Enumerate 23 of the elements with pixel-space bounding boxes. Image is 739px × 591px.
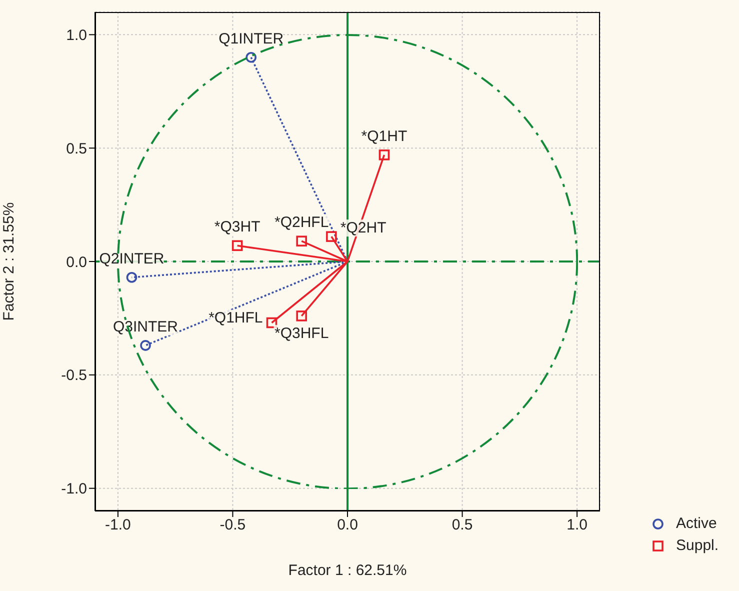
annotation: Q2INTER [99,250,164,268]
annotation: *Q2HT [340,220,386,237]
legend-label: Suppl. [676,536,719,556]
annotation: *Q3HFL [274,324,329,342]
y-tick-label: 0.0 [66,254,87,271]
x-tick-label: -0.5 [220,516,246,534]
y-axis-title: Factor 2 : 31.55% [0,202,18,321]
x-tick-label: -1.0 [105,516,131,534]
x-tick-label: 0.5 [452,516,473,534]
y-tick-label: 1.0 [66,27,87,44]
y-tick-label: -0.5 [61,367,87,384]
annotation: *Q2HFL [274,214,329,232]
annotation: Q1INTER [218,30,284,48]
x-tick-label: 0.0 [337,516,358,534]
annotation: *Q1HFL [208,310,263,327]
annotation: *Q1HT [361,128,408,145]
x-axis-title: Factor 1 : 62.51% [288,562,407,579]
annotation: *Q3HT [214,218,260,236]
legend-label: Active [676,514,717,534]
annotation: Q3INTER [112,318,178,336]
x-tick-label: 1.0 [566,516,588,534]
y-tick-label: -1.0 [61,480,87,498]
y-tick-label: 0.5 [66,140,87,158]
